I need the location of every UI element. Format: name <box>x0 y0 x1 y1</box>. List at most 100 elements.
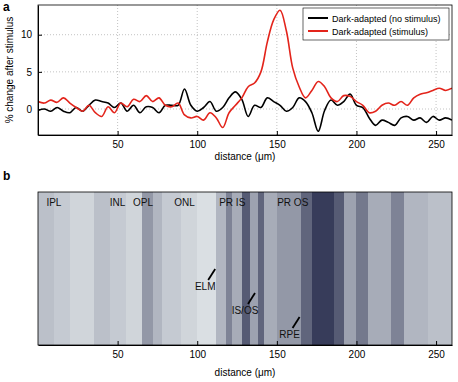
tick-label: 150 <box>269 349 286 360</box>
tick: 50 <box>113 131 125 150</box>
legend-swatch <box>308 17 328 19</box>
tick-label: 5 <box>26 67 32 78</box>
tick-mark <box>38 35 42 36</box>
y-axis-title: % change after stimulus <box>4 17 15 124</box>
grid-line <box>276 5 277 135</box>
intensity-band <box>142 192 153 345</box>
image-area <box>38 192 452 345</box>
tick: 200 <box>349 341 366 360</box>
tick-mark <box>197 341 198 345</box>
tick-label: 50 <box>113 349 125 360</box>
legend-swatch <box>308 30 328 32</box>
layer-label: ONL <box>174 197 195 208</box>
intensity-band <box>356 192 367 345</box>
axis-line <box>39 135 453 136</box>
tick: 10 <box>21 29 42 40</box>
intensity-band <box>391 192 404 345</box>
intensity-band <box>232 192 242 345</box>
tick: 150 <box>269 131 286 150</box>
panel-label: a <box>3 0 10 14</box>
legend-label: Dark-adapted (stimulus) <box>332 27 428 37</box>
intensity-band <box>226 192 232 345</box>
layer-label: PR OS <box>277 197 308 208</box>
tick-mark <box>118 341 119 345</box>
tick: 100 <box>189 131 206 150</box>
tick-label: 250 <box>428 349 445 360</box>
intensity-band <box>368 192 392 345</box>
tick-label: 10 <box>21 29 33 40</box>
tick: 250 <box>428 131 445 150</box>
tick: 5 <box>26 67 42 78</box>
tick-label: 250 <box>428 139 445 150</box>
intensity-band <box>54 192 70 345</box>
plot-frame <box>38 192 452 345</box>
grid-line <box>197 5 198 135</box>
tick-mark <box>436 131 437 135</box>
intensity-band <box>242 192 250 345</box>
tick-mark <box>356 341 357 345</box>
layer-label: IPL <box>46 197 61 208</box>
intensity-band <box>38 192 54 345</box>
annotation-pointer <box>248 293 255 304</box>
tick-mark <box>38 109 42 110</box>
axis-line <box>38 6 39 136</box>
tick-mark <box>277 131 278 135</box>
tick-mark <box>118 131 119 135</box>
tick-label: 100 <box>189 349 206 360</box>
layer-label: PR IS <box>219 197 245 208</box>
legend-label: Dark-adapted (no stimulus) <box>332 14 441 24</box>
x-axis: 50 100 150 200 250 <box>39 341 453 360</box>
intensity-band <box>197 192 216 345</box>
plot-area <box>38 10 452 131</box>
annotation-pointer <box>208 269 215 280</box>
tick-mark <box>356 131 357 135</box>
intensity-band <box>153 192 163 345</box>
intensity-band <box>110 192 126 345</box>
intensity-band <box>258 192 264 345</box>
grid-line <box>38 71 452 72</box>
tick: 0 <box>26 104 42 115</box>
tick: 200 <box>349 131 366 150</box>
intensity-band <box>216 192 226 345</box>
layer-label: INL <box>110 197 126 208</box>
intensity-band <box>94 192 110 345</box>
x-axis-title: distance (μm) <box>215 151 276 162</box>
intensity-band <box>126 192 142 345</box>
tick: 50 <box>113 341 125 360</box>
intensity-band <box>312 192 334 345</box>
legend-box <box>303 8 449 40</box>
intensity-band <box>70 192 94 345</box>
panel-label: b <box>3 169 10 183</box>
annotation: IS/OS <box>232 305 259 316</box>
tick-mark <box>436 341 437 345</box>
tick-label: 150 <box>269 139 286 150</box>
tick-mark <box>38 72 42 73</box>
axis-line <box>39 345 453 346</box>
tick: 100 <box>189 341 206 360</box>
intensity-band <box>301 192 312 345</box>
intensity-band <box>428 192 452 345</box>
layer-label: OPL <box>133 197 153 208</box>
tick-label: 200 <box>349 139 366 150</box>
figure: a 50 100 150 200 250 0 5 10 distance (μm) % change… <box>0 0 458 382</box>
tick-label: 200 <box>349 349 366 360</box>
data-line <box>38 10 452 127</box>
intensity-band <box>250 192 258 345</box>
tick-label: 0 <box>26 104 32 115</box>
legend: Dark-adapted (no stimulus) Dark-adapted (… <box>303 8 449 40</box>
tick-label: 50 <box>113 139 125 150</box>
intensity-band <box>162 192 181 345</box>
y-axis: 0 5 10 <box>21 6 42 136</box>
grid <box>38 5 452 135</box>
intensity-band <box>181 192 197 345</box>
intensity-band <box>344 192 357 345</box>
x-axis: 50 100 150 200 250 <box>39 131 453 150</box>
annotation: RPE <box>279 329 300 340</box>
grid-line <box>117 5 118 135</box>
tick-label: 100 <box>189 139 206 150</box>
annotation: ELM <box>195 281 216 292</box>
annotation-pointer <box>293 317 300 328</box>
tick-mark <box>197 131 198 135</box>
tick: 150 <box>269 341 286 360</box>
tick: 250 <box>428 341 445 360</box>
